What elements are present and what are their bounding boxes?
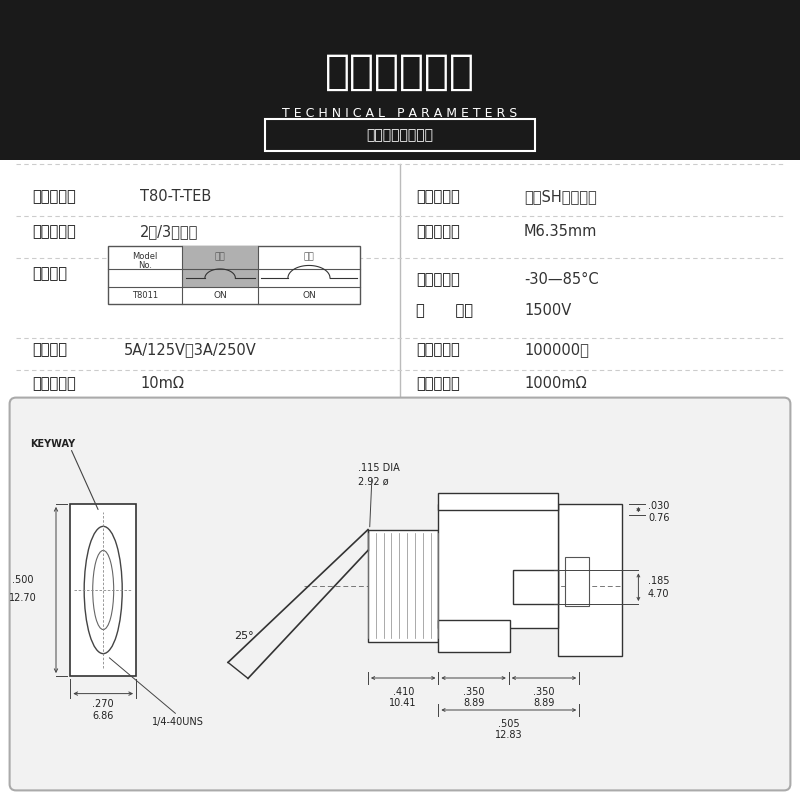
Bar xyxy=(368,530,438,642)
Text: 台湾SH钮子开关: 台湾SH钮子开关 xyxy=(524,190,597,204)
Text: .410: .410 xyxy=(393,687,414,698)
Bar xyxy=(438,493,558,510)
Bar xyxy=(182,246,258,270)
Text: 产品技术参数: 产品技术参数 xyxy=(325,51,475,93)
Text: 拨动档位：: 拨动档位： xyxy=(32,225,76,239)
Text: .270: .270 xyxy=(92,699,114,709)
Text: 2.92 ø: 2.92 ø xyxy=(358,477,389,486)
Text: No.: No. xyxy=(138,261,152,270)
Ellipse shape xyxy=(93,550,114,630)
FancyBboxPatch shape xyxy=(0,0,800,160)
Text: 开孔尺寸：: 开孔尺寸： xyxy=(416,225,460,239)
Text: .185: .185 xyxy=(648,576,670,586)
Text: -30—85°C: -30—85°C xyxy=(524,273,598,287)
Text: 电气寿命：: 电气寿命： xyxy=(416,342,460,357)
FancyBboxPatch shape xyxy=(10,398,790,790)
Text: 1500V: 1500V xyxy=(524,303,571,318)
Text: 2位/3位可选: 2位/3位可选 xyxy=(140,225,198,239)
Text: 接触电阻：: 接触电阻： xyxy=(32,377,76,391)
Text: .350: .350 xyxy=(463,687,484,698)
Bar xyxy=(438,620,510,652)
Text: 8.89: 8.89 xyxy=(534,698,554,709)
Text: 恒科电子只做精品: 恒科电子只做精品 xyxy=(366,128,434,142)
Text: 耐      压：: 耐 压： xyxy=(416,303,473,318)
Bar xyxy=(513,570,558,604)
Text: 1/4-40UNS: 1/4-40UNS xyxy=(152,717,204,726)
Text: .115 DIA: .115 DIA xyxy=(358,463,400,473)
Text: 右档: 右档 xyxy=(303,252,314,262)
Text: 0.76: 0.76 xyxy=(648,513,670,522)
FancyBboxPatch shape xyxy=(265,119,535,151)
Text: 5A/125V；3A/250V: 5A/125V；3A/250V xyxy=(124,342,257,357)
Text: ON: ON xyxy=(302,291,316,300)
Text: 100000次: 100000次 xyxy=(524,342,589,357)
Text: 1000mΩ: 1000mΩ xyxy=(524,377,586,391)
Text: 绝缘电阻：: 绝缘电阻： xyxy=(416,377,460,391)
Text: Model: Model xyxy=(133,252,158,262)
Text: 6.86: 6.86 xyxy=(93,711,114,721)
Text: 产品型号：: 产品型号： xyxy=(32,190,76,204)
Text: 产品名称：: 产品名称： xyxy=(416,190,460,204)
Text: .500: .500 xyxy=(12,575,33,586)
Text: .030: .030 xyxy=(648,502,670,511)
Text: 12.83: 12.83 xyxy=(495,730,522,741)
Text: ON: ON xyxy=(214,291,227,300)
Bar xyxy=(108,246,360,304)
Text: 电路图：: 电路图： xyxy=(32,266,67,281)
Bar xyxy=(558,504,622,656)
Text: 10.41: 10.41 xyxy=(390,698,417,709)
Text: 8.89: 8.89 xyxy=(463,698,484,709)
Text: 25°: 25° xyxy=(234,631,254,641)
Text: KEYWAY: KEYWAY xyxy=(30,439,75,449)
Text: 4.70: 4.70 xyxy=(648,589,670,598)
Text: .350: .350 xyxy=(534,687,554,698)
Text: T E C H N I C A L   P A R A M E T E R S: T E C H N I C A L P A R A M E T E R S xyxy=(282,107,518,120)
Text: 12.70: 12.70 xyxy=(9,593,36,603)
Text: 10mΩ: 10mΩ xyxy=(140,377,184,391)
Text: T80-T-TEB: T80-T-TEB xyxy=(140,190,211,204)
Text: 工作温度：: 工作温度： xyxy=(416,273,460,287)
Text: 额定值：: 额定值： xyxy=(32,342,67,357)
Text: 左档: 左档 xyxy=(214,252,226,262)
Bar xyxy=(70,504,136,676)
Text: T8011: T8011 xyxy=(132,291,158,300)
Text: M6.35mm: M6.35mm xyxy=(524,225,598,239)
Bar xyxy=(565,557,589,606)
Ellipse shape xyxy=(84,526,122,654)
Bar xyxy=(182,270,258,286)
Text: .505: .505 xyxy=(498,719,520,730)
Bar xyxy=(438,504,558,628)
